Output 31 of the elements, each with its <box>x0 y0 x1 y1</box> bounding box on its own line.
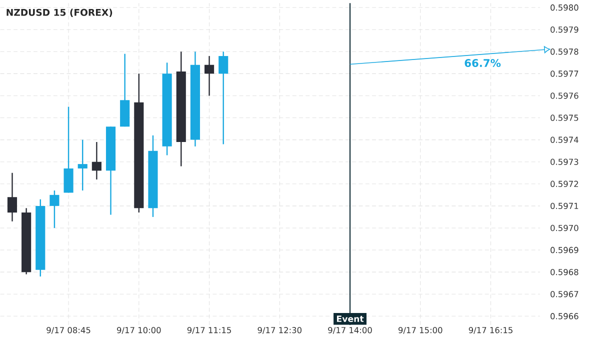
y-tick-label: 0.5967 <box>550 291 578 298</box>
y-tick-label: 0.5971 <box>550 202 578 210</box>
annotation: 66.7% <box>464 58 501 68</box>
candlestick <box>204 55 214 96</box>
candlestick <box>50 190 60 229</box>
x-tick-label: 9/17 10:00 <box>117 327 161 334</box>
x-tick-label: 9/17 08:45 <box>46 327 90 334</box>
candlestick <box>78 139 88 192</box>
y-tick-label: 0.5976 <box>550 92 578 99</box>
y-tick-label: 0.5968 <box>550 268 578 276</box>
y-tick-label: 0.5977 <box>550 70 578 77</box>
x-tick-label: 9/17 14:00 <box>328 327 372 334</box>
x-tick-label: 9/17 16:15 <box>468 327 512 334</box>
y-tick-label: 0.5972 <box>550 180 578 188</box>
y-tick-label: 0.5978 <box>550 48 578 55</box>
x-tick-label: 9/17 15:00 <box>398 327 442 334</box>
candlestick <box>218 51 228 145</box>
candlestick <box>92 141 102 180</box>
y-tick-label: 0.5979 <box>550 26 578 33</box>
y-tick-label: 0.5966 <box>550 313 578 320</box>
x-tick-label: 9/17 12:30 <box>258 327 302 334</box>
text: NZDUSD 15 (FOREX) <box>6 8 112 18</box>
y-tick-label: 0.5975 <box>550 114 578 121</box>
y-tick-label: 0.5974 <box>550 136 578 143</box>
ref-line-label: Event <box>336 316 364 322</box>
y-tick-label: 0.5973 <box>550 158 578 165</box>
y-tick-label: 0.5970 <box>550 224 578 232</box>
y-tick-label: 0.5980 <box>550 4 578 11</box>
x-tick-label: 9/17 11:15 <box>187 327 231 334</box>
candlestick <box>7 172 18 222</box>
y-tick-label: 0.5969 <box>550 246 578 254</box>
